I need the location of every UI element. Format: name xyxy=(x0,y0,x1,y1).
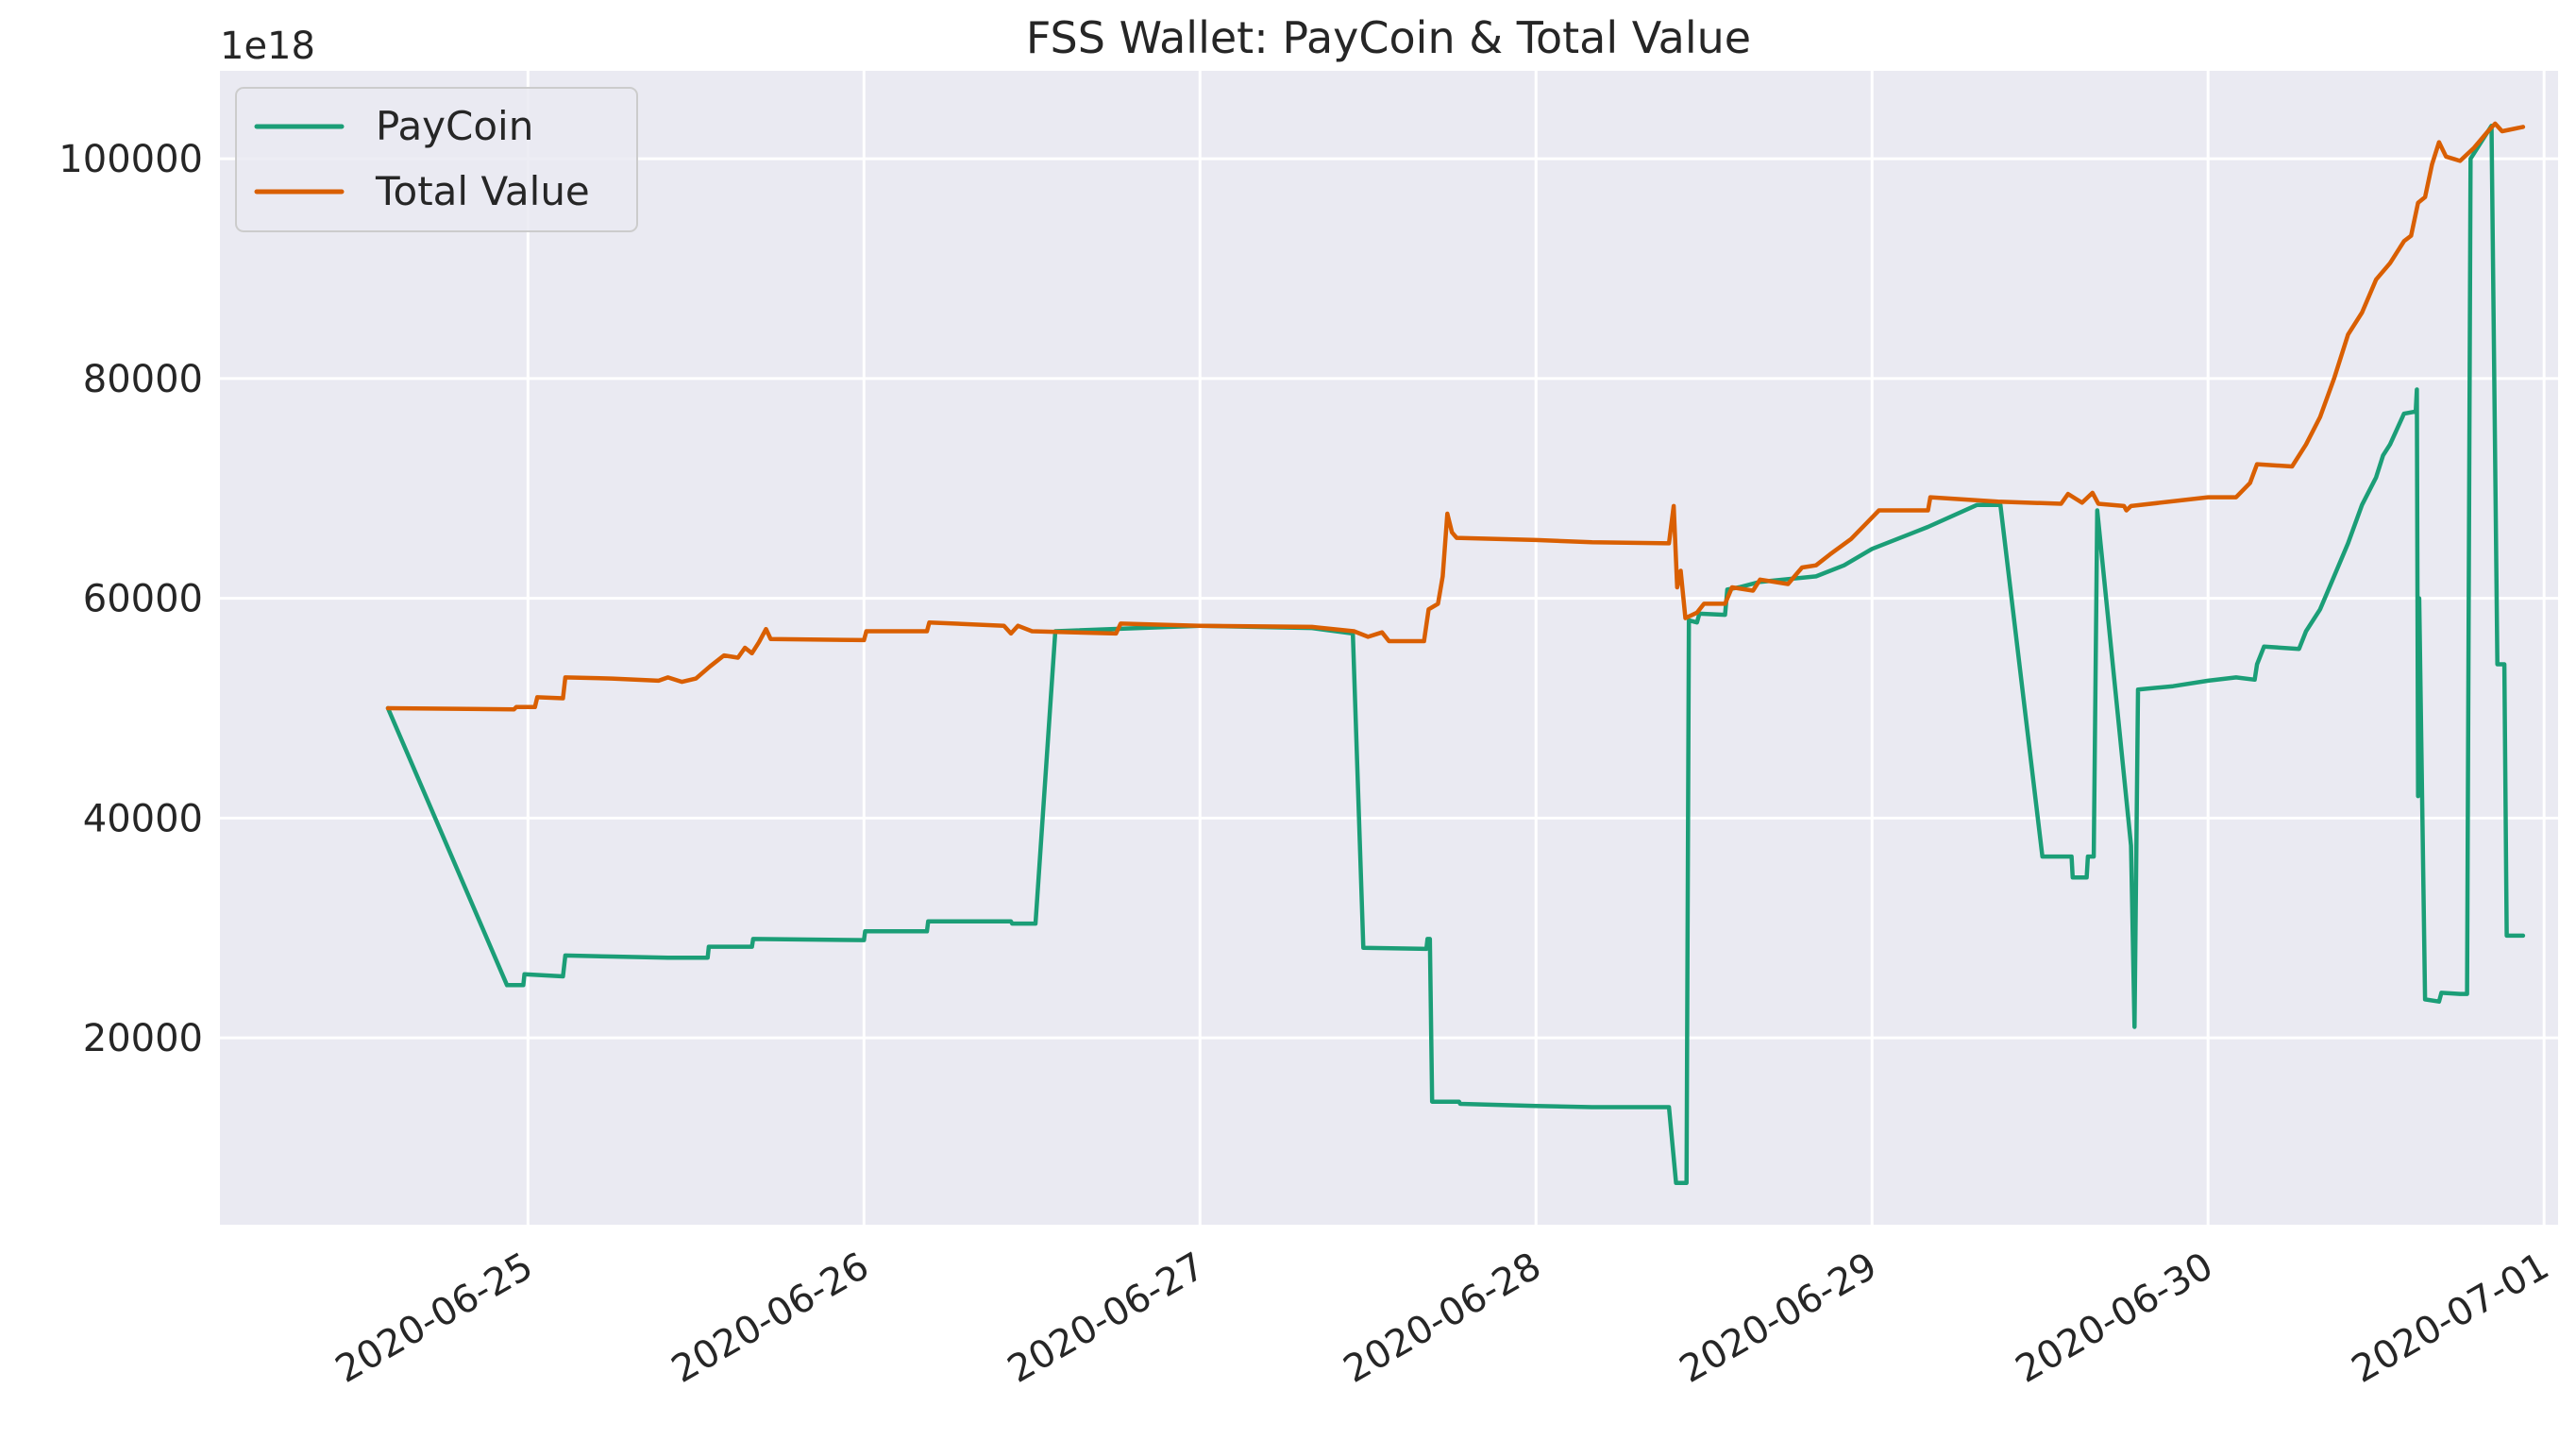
chart-title: FSS Wallet: PayCoin & Total Value xyxy=(1026,12,1751,63)
y-tick-label: 80000 xyxy=(83,358,203,401)
series-line-paycoin xyxy=(385,123,2526,1186)
plot-background xyxy=(220,71,2558,1225)
series-line-total-value xyxy=(385,121,2526,712)
x-tick-label: 2020-06-25 xyxy=(328,1245,540,1392)
series-layer xyxy=(385,121,2526,1186)
x-tick-label: 2020-06-30 xyxy=(2009,1245,2220,1392)
legend-label-paycoin: PayCoin xyxy=(376,103,533,149)
y-tick-label: 100000 xyxy=(59,138,203,181)
legend: PayCoin Total Value xyxy=(235,87,638,232)
x-tick-label: 2020-07-01 xyxy=(2345,1245,2556,1392)
y-tick-label: 20000 xyxy=(83,1017,203,1060)
y-tick-label: 60000 xyxy=(83,578,203,621)
x-tick-label: 2020-06-26 xyxy=(665,1245,876,1392)
y-axis-multiplier: 1e18 xyxy=(220,25,315,68)
legend-frame xyxy=(235,87,638,232)
grid-layer xyxy=(220,71,2558,1225)
x-tick-label: 2020-06-27 xyxy=(1001,1245,1212,1392)
legend-label-total-value: Total Value xyxy=(375,168,590,214)
y-tick-label: 40000 xyxy=(83,797,203,840)
x-tick-label: 2020-06-29 xyxy=(1673,1245,1884,1392)
x-tick-label: 2020-06-28 xyxy=(1337,1245,1548,1392)
